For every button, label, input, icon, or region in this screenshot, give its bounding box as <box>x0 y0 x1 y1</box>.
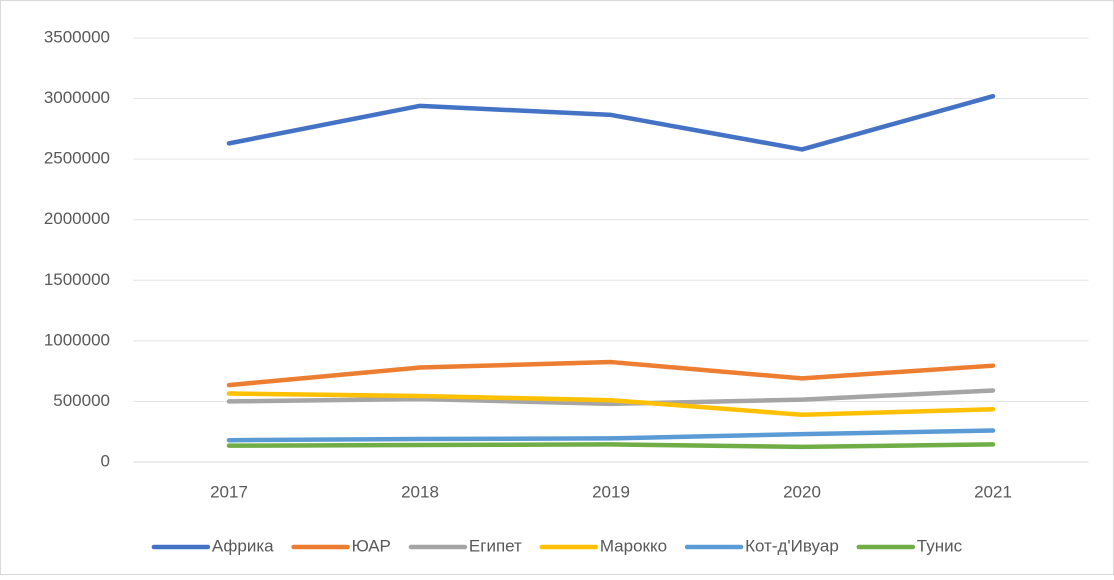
y-tick-label: 500000 <box>53 391 110 410</box>
legend-label: Тунис <box>917 536 963 555</box>
y-tick-label: 2500000 <box>44 149 110 168</box>
y-tick-label: 3500000 <box>44 27 110 46</box>
x-tick-label: 2018 <box>401 482 439 501</box>
y-tick-label: 3000000 <box>44 88 110 107</box>
series-line <box>226 93 996 152</box>
legend-label: Африка <box>212 536 274 555</box>
x-tick-label: 2021 <box>974 482 1012 501</box>
y-tick-label: 0 <box>101 451 110 470</box>
y-tick-label: 2000000 <box>44 209 110 228</box>
legend-label: Марокко <box>600 536 667 555</box>
series-line <box>226 391 996 418</box>
legend-label: Кот-д'Ивуар <box>745 536 839 555</box>
series-line <box>226 359 996 388</box>
x-tick-label: 2017 <box>210 482 248 501</box>
series-line <box>226 442 996 450</box>
y-tick-label: 1500000 <box>44 270 110 289</box>
legend-label: ЮАР <box>352 536 391 555</box>
series-line <box>226 388 996 407</box>
series-line <box>226 428 996 443</box>
y-tick-label: 1000000 <box>44 330 110 349</box>
legend-label: Египет <box>469 536 522 555</box>
x-tick-label: 2020 <box>783 482 821 501</box>
x-tick-label: 2019 <box>592 482 630 501</box>
